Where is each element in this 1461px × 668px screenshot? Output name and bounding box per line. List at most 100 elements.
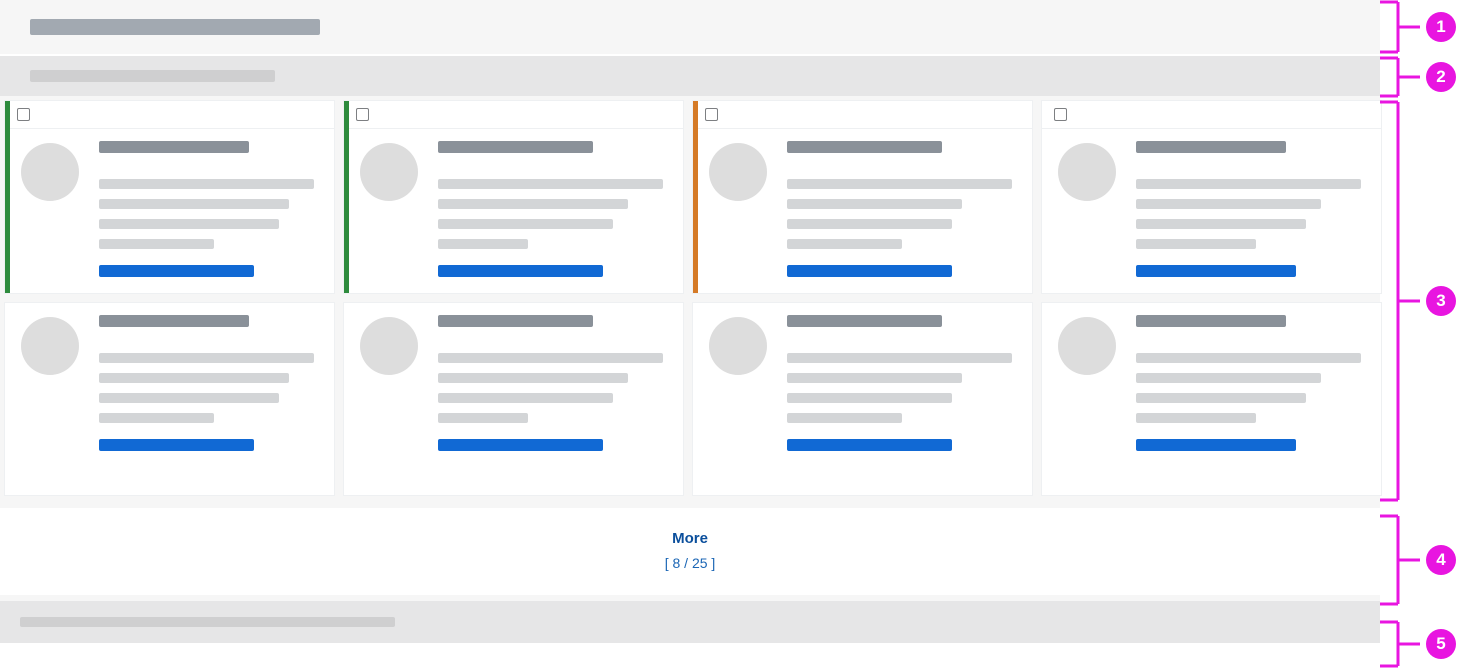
card-text-skeleton [438,239,528,249]
card-title-skeleton [438,141,593,153]
card-lines [438,315,663,485]
card-checkbox[interactable] [705,108,718,121]
page-root: More [ 8 / 25 ] 12345 [0,0,1380,668]
card-text-skeleton [787,239,902,249]
result-card[interactable] [692,302,1033,496]
card-checkbox[interactable] [17,108,30,121]
card-lines [1136,315,1361,485]
result-card[interactable] [4,100,335,294]
results-grid [4,100,1376,496]
card-checkbox[interactable] [356,108,369,121]
card-text-skeleton [1136,393,1306,403]
card-text-skeleton [99,239,214,249]
result-card[interactable] [1041,100,1382,294]
card-top-bar [344,101,683,129]
card-text-skeleton [99,199,289,209]
card-body [5,129,334,293]
annotation-callout: 2 [1380,56,1461,98]
card-text-skeleton [1136,239,1256,249]
annotation-number: 4 [1426,545,1456,575]
card-title-skeleton [787,315,942,327]
card-text-skeleton [1136,353,1361,363]
card-text-skeleton [787,393,952,403]
card-lines [438,141,663,283]
card-body [5,303,334,495]
card-link-skeleton[interactable] [438,265,603,277]
card-body [344,303,683,495]
card-text-skeleton [99,179,314,189]
card-title-skeleton [1136,315,1286,327]
card-text-skeleton [438,373,628,383]
card-link-skeleton[interactable] [787,265,952,277]
more-button[interactable]: More [672,530,708,547]
annotation-callout: 5 [1380,620,1461,668]
card-title-skeleton [99,141,249,153]
card-lines [787,141,1012,283]
card-text-skeleton [99,373,289,383]
avatar [360,317,418,375]
card-body [1042,303,1381,495]
card-text-skeleton [787,199,962,209]
card-text-skeleton [438,353,663,363]
card-text-skeleton [438,393,613,403]
card-lines [99,315,314,485]
card-body [693,129,1032,293]
card-text-skeleton [99,219,279,229]
card-link-skeleton[interactable] [438,439,603,451]
subheader-skeleton [30,70,275,82]
card-text-skeleton [787,373,962,383]
card-text-skeleton [99,353,314,363]
footer-skeleton [20,617,395,627]
annotation-number: 3 [1426,286,1456,316]
card-text-skeleton [1136,199,1321,209]
annotation-number: 5 [1426,629,1456,659]
more-band: More [ 8 / 25 ] [0,502,1380,595]
avatar [1058,317,1116,375]
result-card[interactable] [343,302,684,496]
card-link-skeleton[interactable] [1136,439,1296,451]
card-checkbox[interactable] [1054,108,1067,121]
footer-band [0,595,1380,643]
card-link-skeleton[interactable] [1136,265,1296,277]
card-body [693,303,1032,495]
card-text-skeleton [99,413,214,423]
card-text-skeleton [438,199,628,209]
card-top-bar [5,101,334,129]
annotation-number: 1 [1426,12,1456,42]
annotation-callout: 3 [1380,100,1461,502]
header-band [0,0,1380,54]
card-accent-stripe [693,101,698,293]
card-text-skeleton [1136,373,1321,383]
results-grid-wrap [0,96,1380,502]
card-accent-stripe [5,101,10,293]
annotation-callout: 4 [1380,514,1461,606]
result-card[interactable] [692,100,1033,294]
result-card[interactable] [343,100,684,294]
card-text-skeleton [1136,219,1306,229]
card-top-bar [1042,101,1381,129]
header-skeleton [30,19,320,35]
card-link-skeleton[interactable] [99,265,254,277]
card-title-skeleton [99,315,249,327]
result-card[interactable] [4,302,335,496]
more-count: [ 8 / 25 ] [665,555,716,571]
card-text-skeleton [99,393,279,403]
card-title-skeleton [1136,141,1286,153]
card-top-bar [693,101,1032,129]
avatar [709,317,767,375]
result-card[interactable] [1041,302,1382,496]
card-link-skeleton[interactable] [99,439,254,451]
card-link-skeleton[interactable] [787,439,952,451]
avatar [21,317,79,375]
card-body [1042,129,1381,293]
avatar [709,143,767,201]
card-text-skeleton [438,219,613,229]
avatar [360,143,418,201]
card-title-skeleton [438,315,593,327]
card-text-skeleton [787,179,1012,189]
card-accent-stripe [344,101,349,293]
subheader-band [0,54,1380,96]
card-lines [99,141,314,283]
card-text-skeleton [438,179,663,189]
card-body [344,129,683,293]
